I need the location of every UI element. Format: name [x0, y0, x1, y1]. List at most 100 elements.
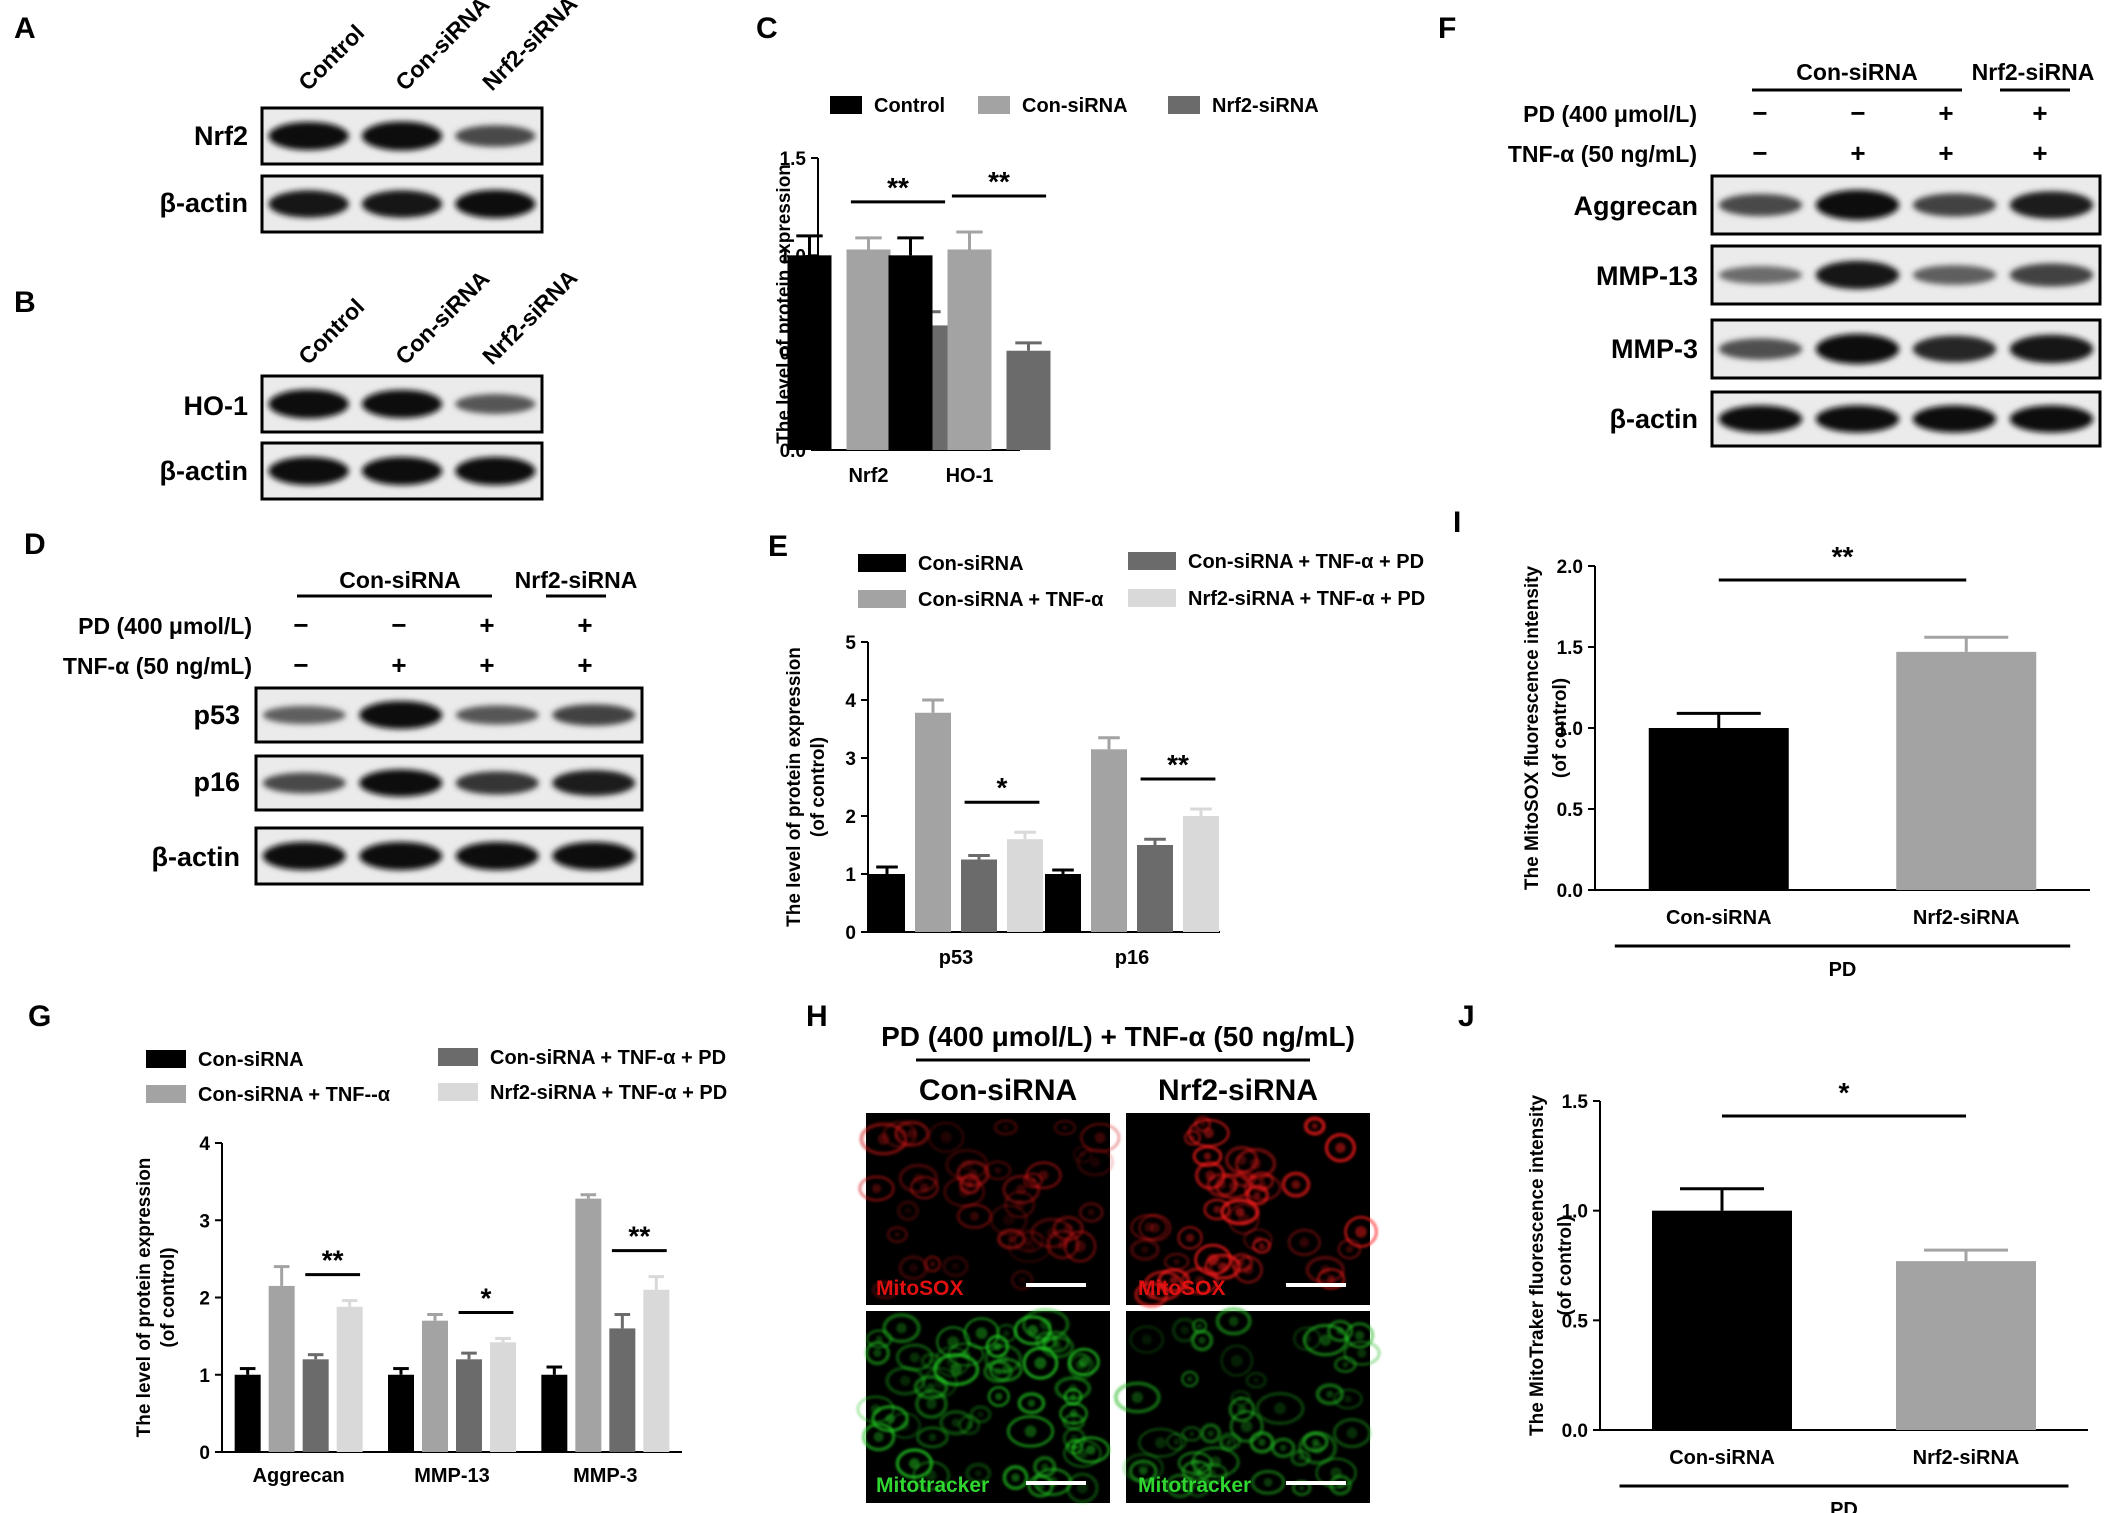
cell	[1006, 1415, 1055, 1448]
cell	[1287, 1228, 1321, 1257]
cell-nucleus	[1077, 1448, 1088, 1459]
cell-nucleus	[909, 1352, 920, 1363]
blot-band	[1912, 193, 1997, 217]
cell-nucleus	[1169, 1276, 1178, 1285]
legend-swatch	[1128, 552, 1176, 570]
cell-nucleus	[1149, 1222, 1160, 1233]
cell	[1218, 1432, 1242, 1451]
cell-nucleus	[1024, 1425, 1037, 1438]
cell	[1245, 1371, 1267, 1389]
cell-nucleus	[1236, 1154, 1247, 1165]
cell	[913, 1375, 949, 1400]
h-condition-label: PD (400 μmol/L) + TNF-α (50 ng/mL)	[881, 1021, 1355, 1052]
blot-band	[1718, 405, 1803, 433]
bar	[961, 859, 997, 932]
cell-nucleus	[1041, 1463, 1049, 1471]
blot-band	[359, 769, 443, 797]
cell-nucleus	[1357, 1348, 1367, 1358]
cell-nucleus	[1344, 1395, 1352, 1403]
cell-nucleus	[1038, 1170, 1049, 1181]
cell	[984, 1343, 1023, 1374]
legend-swatch	[1168, 96, 1200, 114]
bar	[609, 1328, 636, 1452]
legend-swatch	[830, 96, 862, 114]
cell-nucleus	[885, 1413, 895, 1424]
cell-nucleus	[1203, 1152, 1212, 1160]
cell-nucleus	[1274, 1402, 1286, 1415]
cell-nucleus	[882, 1286, 889, 1293]
cell	[1002, 1174, 1041, 1205]
cell-nucleus	[1326, 1390, 1334, 1398]
y-tick-label: 2.0	[1557, 557, 1583, 578]
blot-band	[455, 771, 539, 795]
cell-nucleus	[1258, 1177, 1265, 1185]
cell-nucleus	[1235, 1207, 1245, 1217]
condition-mark: −	[1850, 98, 1865, 128]
blot-band	[1912, 265, 1997, 285]
blot-band	[1815, 405, 1900, 433]
blot-row-label-f-1: MMP-13	[1596, 261, 1698, 291]
bar	[302, 1359, 329, 1452]
cell-nucleus	[1078, 1356, 1090, 1368]
cell	[936, 1326, 971, 1358]
cell-nucleus	[1087, 1208, 1095, 1216]
lane-label-b-2: Nrf2-siRNA	[477, 264, 582, 369]
cell-nucleus	[1054, 1343, 1062, 1351]
cell-nucleus	[926, 1398, 937, 1410]
blot-band	[1912, 335, 1997, 363]
cell-nucleus	[1072, 1444, 1078, 1450]
x-category-label: p16	[1115, 947, 1149, 969]
micrograph-mitotracker-nrf2	[1114, 1307, 1381, 1503]
legend-label: Control	[874, 95, 945, 117]
cell	[1013, 1229, 1044, 1253]
blot-band	[262, 772, 346, 794]
y-axis-title: The MitoSOX fluorescence intensity (of co…	[1522, 566, 1571, 891]
cell	[945, 1148, 989, 1181]
cell-nucleus	[1027, 1399, 1036, 1407]
cell-nucleus	[1131, 1391, 1144, 1404]
cell	[1166, 1432, 1187, 1451]
cell-nucleus	[928, 1358, 934, 1364]
blot-band	[361, 389, 443, 419]
cell	[1252, 1238, 1271, 1254]
legend-swatch	[1128, 589, 1176, 607]
y-tick-label: 0.0	[1557, 881, 1583, 902]
x-category-label: Con-siRNA	[1666, 907, 1772, 929]
bar	[1091, 749, 1127, 932]
cell	[993, 1119, 1018, 1136]
panel-letter-i: I	[1453, 506, 1461, 539]
cell	[856, 1395, 895, 1423]
panel-letter-b: B	[14, 286, 36, 319]
y-tick-label: 1.5	[1557, 638, 1584, 659]
cell-nucleus	[1230, 1354, 1243, 1367]
cell	[1066, 1439, 1083, 1455]
cell-nucleus	[1085, 1444, 1096, 1455]
cell	[1041, 1335, 1075, 1359]
y-tick-label: 1.0	[1557, 719, 1583, 740]
bar	[1007, 839, 1043, 932]
cell-nucleus	[1311, 1123, 1318, 1130]
bar	[643, 1289, 670, 1452]
blot-panel-a: Control Con-siRNA Nrf2-siRNA Nrf2 β-acti…	[160, 0, 582, 234]
cell	[983, 1360, 1013, 1383]
lane-label-b-0: Control	[293, 293, 369, 369]
cell-nucleus	[1263, 1477, 1273, 1487]
cell	[1063, 1230, 1097, 1263]
blot-row-label-f-2: MMP-3	[1611, 334, 1698, 364]
blot-band	[262, 841, 346, 871]
lane-label-a-2: Nrf2-siRNA	[477, 0, 582, 96]
cell-nucleus	[928, 1433, 937, 1442]
cell	[1066, 1472, 1099, 1504]
legend-swatch	[438, 1048, 478, 1066]
blot-panel-f: Con-siRNA Nrf2-siRNA PD (400 μmol/L) TNF…	[1508, 59, 2102, 448]
cell-nucleus	[1319, 1334, 1332, 1346]
bar	[1045, 874, 1081, 932]
legend-label: Nrf2-siRNA + TNF-α + PD	[1188, 588, 1425, 610]
legend-label: Con-siRNA	[918, 553, 1024, 575]
cell-nucleus	[1258, 1243, 1265, 1249]
cell	[1345, 1322, 1375, 1349]
condition-marks-f: − − + + − + + +	[1752, 98, 2047, 168]
legend-swatch	[858, 554, 906, 572]
cell	[1076, 1147, 1114, 1177]
